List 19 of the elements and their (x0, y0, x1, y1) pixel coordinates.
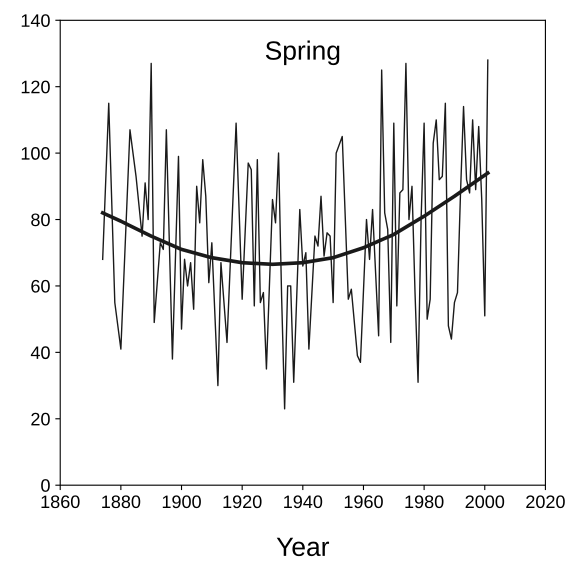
x-tick-label: 1880 (102, 495, 140, 508)
y-tick-label: 140 (22, 14, 50, 27)
x-tick-label: 1900 (162, 495, 201, 508)
text: Spring (266, 40, 340, 66)
x-axis-title: Year (276, 538, 330, 556)
x-tick-label: 1960 (344, 495, 383, 508)
y-tick-label: 100 (22, 147, 50, 160)
x-tick-label: 1860 (42, 495, 80, 508)
y-tick-label: 20 (31, 412, 50, 426)
x-tick-label: 1920 (223, 495, 262, 508)
x-tick-label: 1980 (405, 495, 444, 508)
x-tick-label: 2000 (466, 495, 504, 508)
x-tick-label: 1940 (284, 495, 322, 508)
x-tick-label: 2020 (526, 495, 565, 508)
y-tick-label: 120 (22, 80, 50, 94)
y-tick-label: 40 (30, 346, 50, 360)
y-tick-label: 0 (41, 479, 50, 492)
y-tick-label: 60 (31, 280, 50, 293)
y-tick-label: 80 (31, 213, 50, 226)
